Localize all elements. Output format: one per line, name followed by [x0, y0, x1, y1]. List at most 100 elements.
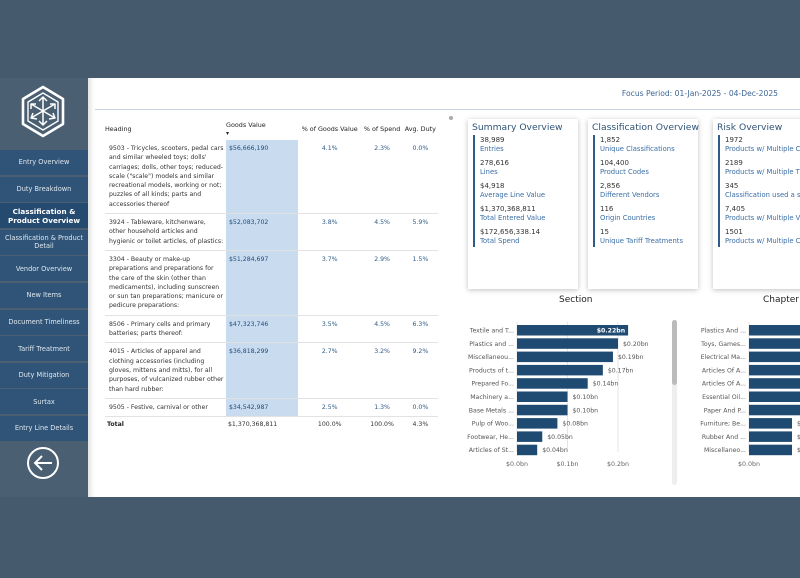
- sidebar-item[interactable]: New Items: [0, 283, 88, 308]
- sidebar: Entry Overview Duty Breakdown Classificati…: [0, 78, 88, 497]
- table-row[interactable]: 8506 - Primary cells and primary batteri…: [105, 315, 438, 344]
- data-label: $0.17bn: [608, 367, 634, 374]
- category-label: Pulp of Woo...: [472, 421, 514, 428]
- column-header[interactable]: Heading: [105, 118, 226, 140]
- kpi-value: $1,370,368,811: [480, 204, 536, 213]
- table-row[interactable]: 9503 - Tricycles, scooters, pedal cars a…: [105, 140, 438, 215]
- data-label: $0.10bn: [573, 407, 599, 414]
- pct-spend-cell: 2.9%: [361, 250, 403, 316]
- kpi-item: 15 Unique Tariff Treatments: [600, 227, 694, 247]
- bar[interactable]: [749, 391, 800, 403]
- category-label: Articles of St...: [469, 447, 514, 454]
- category-label: Plastics and ...: [469, 341, 514, 348]
- bar[interactable]: [517, 325, 629, 336]
- bar[interactable]: [749, 364, 800, 376]
- bar[interactable]: [517, 431, 543, 442]
- kpi-item: $4,918 Average Line Value: [480, 181, 574, 201]
- kpi-item: 38,989 Entries: [480, 135, 574, 155]
- header-divider: [95, 109, 800, 110]
- kpi-item: 104,400 Product Codes: [600, 158, 694, 178]
- chart-scrollbar-thumb[interactable]: [672, 320, 677, 385]
- data-label: $0.10bn: [573, 394, 599, 401]
- more-options-icon[interactable]: [449, 116, 453, 120]
- table-row[interactable]: 3924 - Tableware, kitchenware, other hou…: [105, 213, 438, 251]
- bar[interactable]: [749, 378, 800, 389]
- chapter-chart: $0.0bn Plastics And ... Toys, Games... Elec…: [700, 322, 800, 468]
- pct-spend-cell: 2.3%: [361, 140, 403, 215]
- category-label: Rubber And ...: [702, 434, 746, 441]
- back-arrow-icon[interactable]: [26, 446, 60, 480]
- column-header-label: Goods Value: [226, 121, 266, 129]
- pct-goods-cell: 3.7%: [298, 250, 362, 316]
- heading-cell: 9503 - Tricycles, scooters, pedal cars a…: [105, 140, 226, 215]
- kpi-label: Unique Tariff Treatments: [600, 237, 683, 246]
- bar[interactable]: [749, 404, 800, 416]
- kpi-value: 2,856: [600, 181, 621, 190]
- bar[interactable]: [517, 404, 568, 416]
- kpi-item: 1972 Products w/ Multiple C: [725, 135, 800, 155]
- sidebar-item[interactable]: Duty Mitigation: [0, 362, 88, 388]
- sidebar-item[interactable]: Entry Line Details: [0, 416, 88, 441]
- pct-goods-cell: 3.8%: [298, 213, 362, 251]
- avg-duty-cell: 0.0%: [402, 398, 438, 418]
- sidebar-item[interactable]: Surtax: [0, 389, 88, 415]
- sidebar-item[interactable]: Classification & Product Detail: [0, 229, 88, 255]
- sidebar-item[interactable]: Entry Overview: [0, 150, 88, 175]
- sidebar-item[interactable]: Classification & Product Overview: [0, 203, 88, 229]
- bar[interactable]: [749, 431, 792, 442]
- data-label: $0.14bn: [593, 381, 619, 388]
- kpi-value: 2189: [725, 158, 743, 167]
- column-header[interactable]: Avg. Duty: [403, 118, 438, 140]
- table-row[interactable]: 9505 - Festive, carnival or other $34,542…: [105, 398, 438, 418]
- bar[interactable]: [517, 364, 603, 376]
- column-header[interactable]: Goods Value ▾: [226, 118, 298, 140]
- bar[interactable]: [517, 391, 568, 403]
- heading-table: Heading Goods Value ▾% of Goods Value% of …: [105, 118, 438, 433]
- goods-value-cell: $36,818,299: [226, 342, 298, 399]
- bar[interactable]: [517, 444, 538, 456]
- column-header-label: Avg. Duty: [404, 125, 436, 133]
- focus-period: Focus Period: 01-Jan-2025 - 04-Dec-2025: [621, 89, 778, 98]
- total-cell: 100.0%: [317, 421, 342, 429]
- section-chart-title: Section: [559, 295, 593, 305]
- sort-desc-icon: ▾: [226, 130, 230, 137]
- kpi-label: Different Vendors: [600, 191, 660, 200]
- kpi-label: Unique Classifications: [600, 145, 675, 154]
- chart-scrollbar[interactable]: [672, 320, 677, 485]
- table-row[interactable]: 4015 - Articles of apparel and clothing …: [105, 342, 438, 399]
- category-label: Electrical Ma...: [701, 354, 746, 361]
- bar[interactable]: [749, 444, 792, 456]
- column-header-label: % of Goods Value: [301, 125, 358, 133]
- bar[interactable]: [517, 338, 618, 349]
- kpi-value: 1501: [725, 227, 743, 236]
- kpi-label: Lines: [480, 168, 498, 177]
- kpi-value: 345: [725, 181, 739, 190]
- sidebar-item[interactable]: Document Timeliness: [0, 309, 88, 335]
- sidebar-item[interactable]: Tariff Treatment: [0, 336, 88, 362]
- bar[interactable]: [517, 418, 558, 429]
- category-label: Base Metals ...: [469, 407, 514, 414]
- kpi-value: 38,989: [480, 136, 505, 144]
- kpi-card: Classification Overview 1,852 Unique Class…: [588, 119, 699, 289]
- pct-spend-cell: 3.2%: [361, 342, 403, 399]
- category-label: Articles Of A...: [702, 381, 746, 388]
- bar[interactable]: [749, 325, 800, 336]
- category-label: Textile and T...: [469, 328, 514, 335]
- kpi-label: Products w/ Multiple C: [725, 237, 800, 246]
- bar[interactable]: [749, 418, 792, 429]
- category-label: Products of t...: [469, 367, 514, 374]
- table-row[interactable]: 3304 - Beauty or make-up preparations an…: [105, 250, 438, 316]
- sidebar-item[interactable]: Duty Breakdown: [0, 176, 88, 202]
- bar[interactable]: [749, 351, 800, 363]
- column-header[interactable]: % of Goods Value: [298, 118, 361, 140]
- sidebar-item[interactable]: Vendor Overview: [0, 256, 88, 282]
- category-label: Paper And P...: [704, 407, 746, 414]
- bar[interactable]: [749, 338, 800, 349]
- pct-goods-cell: 4.1%: [298, 140, 362, 215]
- bar[interactable]: [517, 378, 588, 389]
- data-label: $0.05bn: [797, 434, 800, 441]
- column-header[interactable]: % of Spend: [361, 118, 402, 140]
- bar[interactable]: [517, 351, 613, 363]
- category-label: Miscellaneo...: [704, 447, 746, 454]
